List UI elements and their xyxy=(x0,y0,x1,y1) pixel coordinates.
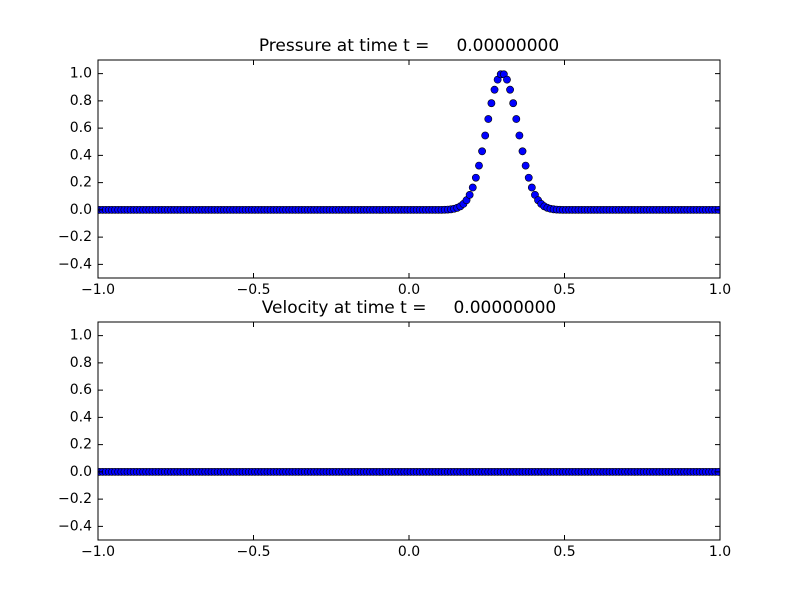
marker xyxy=(512,115,521,123)
marker xyxy=(475,161,483,170)
x-tick-label: 0.0 xyxy=(398,282,420,298)
marker xyxy=(506,85,514,94)
plot-area xyxy=(98,70,720,214)
marker xyxy=(471,173,480,182)
x-tick-label: 1.0 xyxy=(709,282,731,298)
marker xyxy=(465,190,474,199)
plot-area xyxy=(98,467,720,476)
y-tick-label: 0.8 xyxy=(70,93,92,109)
y-tick-label: 0.4 xyxy=(70,409,92,425)
y-tick-label: 0.0 xyxy=(70,202,92,218)
marker xyxy=(487,99,496,108)
x-tick-label: −0.5 xyxy=(237,282,271,298)
marker xyxy=(503,75,511,84)
chart-title: Pressure at time t = 0.00000000 xyxy=(259,36,559,56)
marker xyxy=(518,147,527,156)
chart-title: Velocity at time t = 0.00000000 xyxy=(262,298,556,318)
y-tick-label: −0.2 xyxy=(58,229,92,245)
y-tick-label: 0.2 xyxy=(70,437,92,453)
x-tick-label: 1.0 xyxy=(709,544,731,560)
y-tick-label: 0.6 xyxy=(70,120,92,136)
y-tick-label: −0.2 xyxy=(58,491,92,507)
y-tick-label: 0.4 xyxy=(70,147,92,163)
marker xyxy=(509,99,518,108)
x-tick-label: −1.0 xyxy=(81,282,115,298)
y-tick-label: 0.6 xyxy=(70,382,92,398)
x-tick-label: 0.0 xyxy=(398,544,420,560)
marker xyxy=(524,173,533,182)
y-tick-label: 1.0 xyxy=(70,328,92,344)
y-tick-label: −0.4 xyxy=(58,518,92,534)
y-tick-label: −0.4 xyxy=(58,256,92,272)
x-tick-label: 0.5 xyxy=(553,282,575,298)
x-tick-label: 0.5 xyxy=(553,544,575,560)
marker xyxy=(468,183,477,192)
marker xyxy=(481,131,490,140)
marker xyxy=(490,85,499,94)
marker xyxy=(527,183,536,192)
marker xyxy=(484,115,493,123)
marker xyxy=(478,147,486,156)
y-tick-label: 1.0 xyxy=(70,66,92,82)
x-tick-label: −1.0 xyxy=(81,544,115,560)
y-tick-label: 0.8 xyxy=(70,355,92,371)
marker xyxy=(515,131,524,140)
marker xyxy=(521,161,530,170)
y-tick-label: 0.0 xyxy=(70,464,92,480)
x-tick-label: −0.5 xyxy=(237,544,271,560)
y-tick-label: 0.2 xyxy=(70,175,92,191)
